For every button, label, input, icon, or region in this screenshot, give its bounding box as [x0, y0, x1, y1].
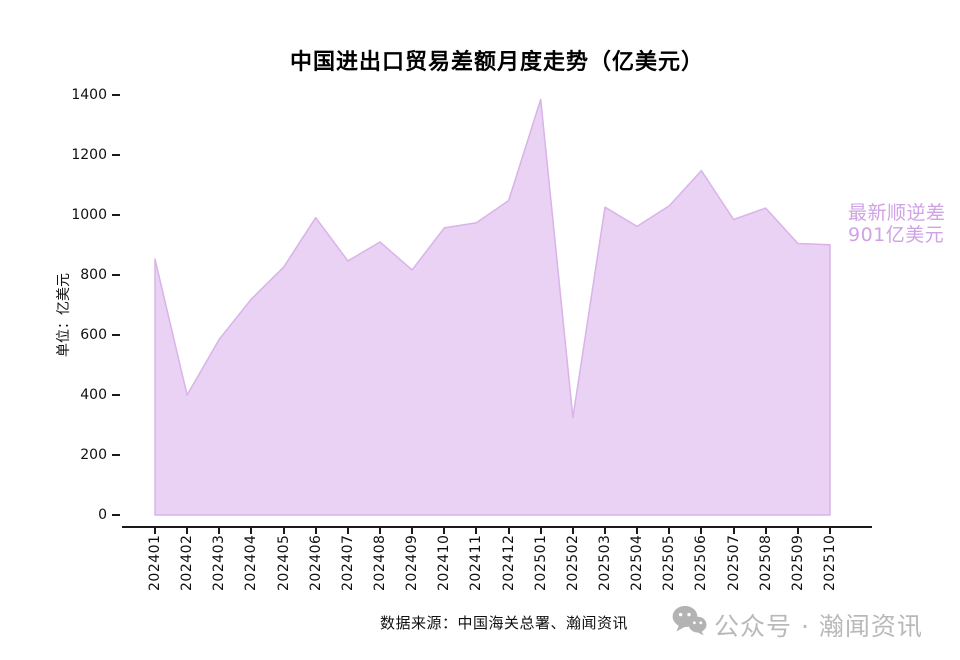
x-tick-mark [282, 528, 285, 534]
x-tick-label: 202406 [307, 534, 324, 591]
x-tick-mark [764, 528, 767, 534]
x-tick-label: 202405 [275, 534, 292, 591]
x-tick-mark [507, 528, 510, 534]
annotation-value: 901亿美元 [848, 224, 945, 246]
trade-balance-area-series [154, 98, 831, 516]
x-tick-mark [218, 528, 221, 534]
y-tick-label: 1000 [71, 207, 107, 223]
y-tick-mark [112, 94, 120, 96]
x-tick-mark [250, 528, 253, 534]
chart-title: 中国进出口贸易差额月度走势（亿美元） [289, 50, 704, 75]
y-tick-mark [112, 214, 120, 216]
x-tick-label: 202508 [757, 534, 774, 591]
x-tick-mark [443, 528, 446, 534]
x-tick-label: 202503 [597, 534, 613, 591]
x-tick-mark [668, 528, 671, 534]
y-tick-label: 200 [80, 447, 107, 463]
x-tick-label: 202401 [147, 534, 163, 591]
x-tick-label: 202506 [693, 534, 710, 591]
x-tick-label: 202407 [339, 534, 356, 591]
x-tick-label: 202410 [436, 534, 453, 591]
y-tick-label: 0 [98, 507, 107, 523]
x-tick-mark [411, 528, 414, 534]
latest-value-annotation: 最新顺逆差 901亿美元 [848, 202, 946, 246]
watermark-account-name: 公众号 · 瀚闻资讯 [714, 612, 923, 641]
x-tick-label: 202412 [500, 534, 517, 591]
x-tick-mark [604, 528, 606, 534]
annotation-label: 最新顺逆差 [848, 202, 946, 224]
x-tick-label: 202502 [564, 534, 581, 591]
x-tick-mark [346, 528, 349, 534]
x-tick-label: 202509 [789, 534, 806, 591]
y-tick-label: 1400 [71, 87, 107, 103]
x-tick-mark [186, 528, 189, 534]
x-tick-mark [796, 528, 799, 534]
y-tick-mark [112, 154, 120, 156]
y-tick-mark [112, 514, 120, 516]
x-tick-label: 202504 [629, 534, 646, 591]
x-tick-mark [379, 528, 381, 534]
data-source-caption: 数据来源：中国海关总署、瀚闻资讯 [380, 614, 629, 632]
y-tick-mark [112, 274, 120, 276]
x-tick-mark [314, 528, 317, 534]
x-tick-mark [475, 528, 478, 534]
x-tick-label: 202403 [211, 534, 228, 591]
x-tick-mark [732, 528, 735, 534]
y-tick-mark [112, 394, 120, 396]
x-tick-mark [700, 528, 703, 534]
x-tick-mark [636, 528, 639, 534]
y-tick-mark [112, 334, 120, 336]
y-tick-mark [112, 454, 120, 456]
x-tick-label: 202402 [179, 534, 196, 591]
x-axis-line [122, 526, 872, 528]
x-tick-mark [571, 528, 574, 534]
y-tick-label: 800 [80, 267, 107, 283]
x-tick-mark [829, 528, 831, 534]
x-tick-label: 202510 [822, 534, 838, 591]
y-tick-label: 400 [80, 387, 107, 403]
y-tick-label: 600 [80, 327, 107, 343]
x-tick-mark [154, 528, 156, 534]
x-tick-label: 202507 [725, 534, 742, 591]
x-tick-label: 202404 [243, 534, 260, 591]
x-tick-mark [539, 528, 542, 534]
x-tick-label: 202409 [404, 534, 421, 591]
x-tick-label: 202408 [372, 534, 388, 591]
x-tick-label: 202411 [468, 534, 485, 591]
x-tick-label: 202501 [532, 534, 549, 591]
y-tick-label: 1200 [71, 147, 107, 163]
x-tick-label: 202505 [661, 534, 678, 591]
wechat-icon [672, 605, 707, 636]
